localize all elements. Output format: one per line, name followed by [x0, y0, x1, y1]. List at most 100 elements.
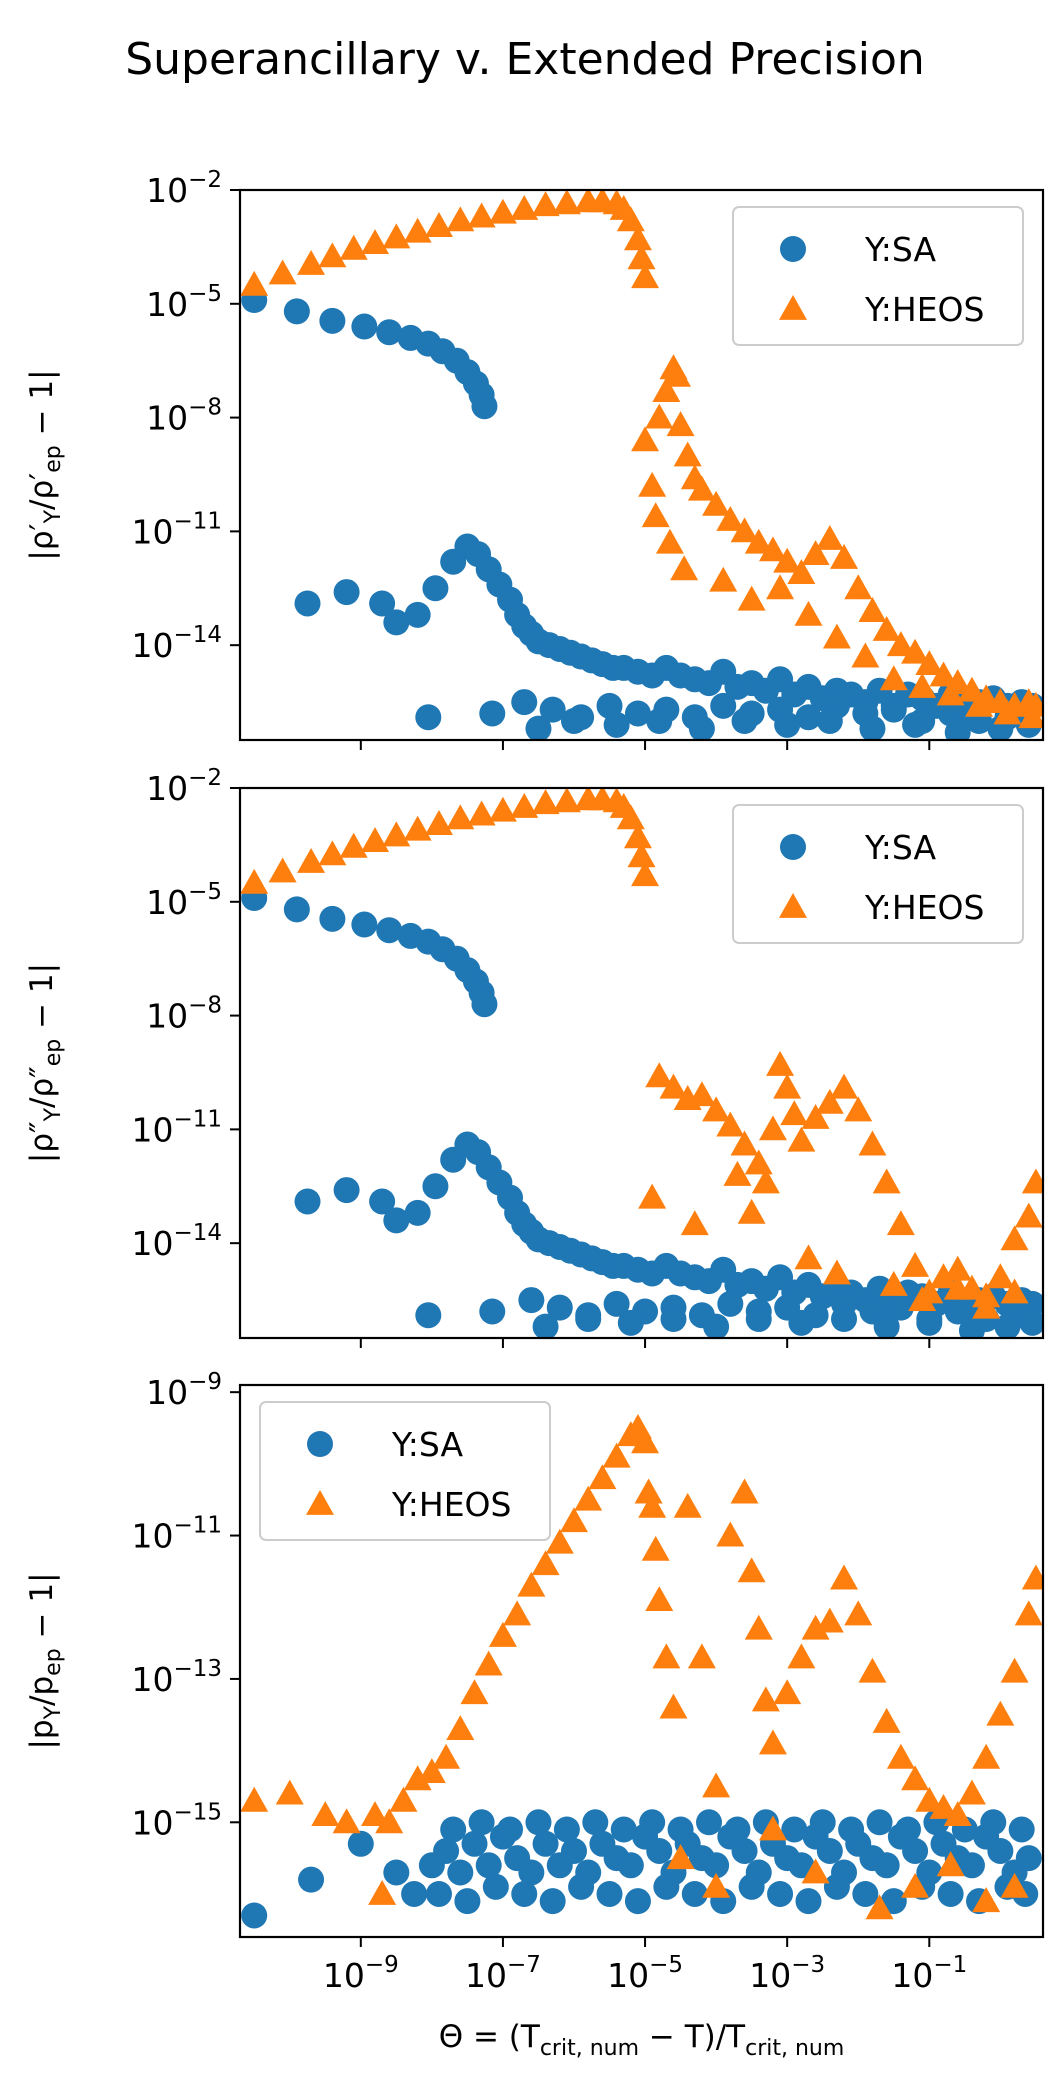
data-point [744, 1614, 773, 1640]
data-point [887, 1294, 914, 1321]
data-point [447, 1859, 474, 1886]
data-point [631, 861, 660, 887]
data-point [603, 711, 630, 738]
data-point [929, 1793, 958, 1819]
legend-label: Y:HEOS [391, 1485, 511, 1524]
data-point [702, 1772, 731, 1798]
series-yheos [240, 788, 1043, 1319]
data-point [318, 242, 347, 268]
data-point [687, 1643, 716, 1669]
data-point [582, 1809, 609, 1836]
data-point [1021, 1168, 1043, 1194]
data-point [801, 1858, 830, 1884]
data-point [361, 229, 390, 255]
data-point [958, 1852, 985, 1879]
data-point [809, 1809, 836, 1836]
data-point [382, 223, 411, 249]
data-point [667, 1816, 694, 1843]
data-point [467, 800, 496, 826]
data-point [616, 206, 645, 232]
x-tick-label: 10−5 [607, 1952, 683, 1995]
data-point [488, 1621, 517, 1647]
data-point [858, 1657, 887, 1683]
y-tick-label: 10−8 [146, 993, 222, 1036]
data-point [816, 1837, 843, 1864]
data-point [773, 547, 802, 573]
data-point [879, 1270, 908, 1296]
y-tick-label: 10−9 [146, 1369, 222, 1412]
data-point [479, 700, 506, 727]
data-point [368, 1879, 397, 1905]
data-point [723, 1160, 752, 1186]
legend-marker-heos [779, 295, 807, 320]
data-point [958, 1317, 985, 1338]
data-point [471, 991, 498, 1018]
data-point [383, 1207, 410, 1234]
data-point [283, 298, 310, 325]
data-point [638, 1183, 667, 1209]
data-point [660, 1306, 687, 1333]
data-point [830, 1564, 859, 1590]
data-point [709, 566, 738, 592]
legend-box [732, 206, 1024, 346]
data-point [703, 1313, 730, 1338]
y-tick-label: 10−8 [146, 395, 222, 438]
data-point [943, 1274, 972, 1300]
data-point [517, 1571, 546, 1597]
data-point [454, 1888, 481, 1915]
data-point [333, 1177, 360, 1204]
data-point [275, 1779, 304, 1805]
data-point [361, 1801, 390, 1827]
data-point [351, 911, 378, 938]
data-point [965, 691, 994, 717]
data-point [788, 1309, 815, 1336]
data-point [737, 585, 766, 611]
data-point [511, 689, 538, 716]
data-point [574, 1485, 603, 1511]
data-point [738, 1873, 765, 1900]
data-point [929, 1263, 958, 1289]
data-point [631, 1428, 660, 1454]
data-point [652, 1643, 681, 1669]
legend-label: Y:SA [864, 230, 936, 269]
data-point [552, 788, 581, 813]
data-point [404, 601, 431, 628]
data-point [575, 1306, 602, 1333]
data-point [525, 1809, 552, 1836]
data-point [894, 1816, 921, 1843]
data-point [568, 1873, 595, 1900]
data-point [1021, 1564, 1043, 1590]
data-point [440, 1816, 467, 1843]
legend-marker-sa [780, 834, 806, 860]
data-point [403, 1765, 432, 1791]
data-point [773, 1073, 802, 1099]
data-point [623, 823, 652, 849]
data-point [560, 708, 587, 735]
y-axis-label: |pY/pep − 1| [24, 1572, 66, 1749]
data-point [553, 1816, 580, 1843]
data-point [510, 792, 539, 818]
data-point [852, 1880, 879, 1907]
legend-label: Y:SA [864, 828, 936, 867]
data-point [801, 540, 830, 566]
data-point [730, 517, 759, 543]
y-tick-label: 10−11 [131, 1513, 222, 1556]
data-point [1018, 703, 1043, 729]
data-point [972, 1887, 1001, 1913]
legend-box [259, 1401, 551, 1541]
data-point [347, 1830, 374, 1857]
data-point [332, 1808, 361, 1834]
data-point [319, 307, 346, 334]
data-point [240, 270, 269, 296]
data-point [382, 821, 411, 847]
data-point [474, 1650, 503, 1676]
data-point [333, 579, 360, 606]
series-yheos [240, 1414, 1043, 1920]
data-point [351, 313, 378, 340]
data-point [461, 1830, 488, 1857]
data-point [641, 502, 670, 528]
axes-frame [238, 1383, 1045, 1939]
data-point [816, 708, 843, 735]
data-point [283, 896, 310, 923]
data-point [795, 1888, 822, 1915]
